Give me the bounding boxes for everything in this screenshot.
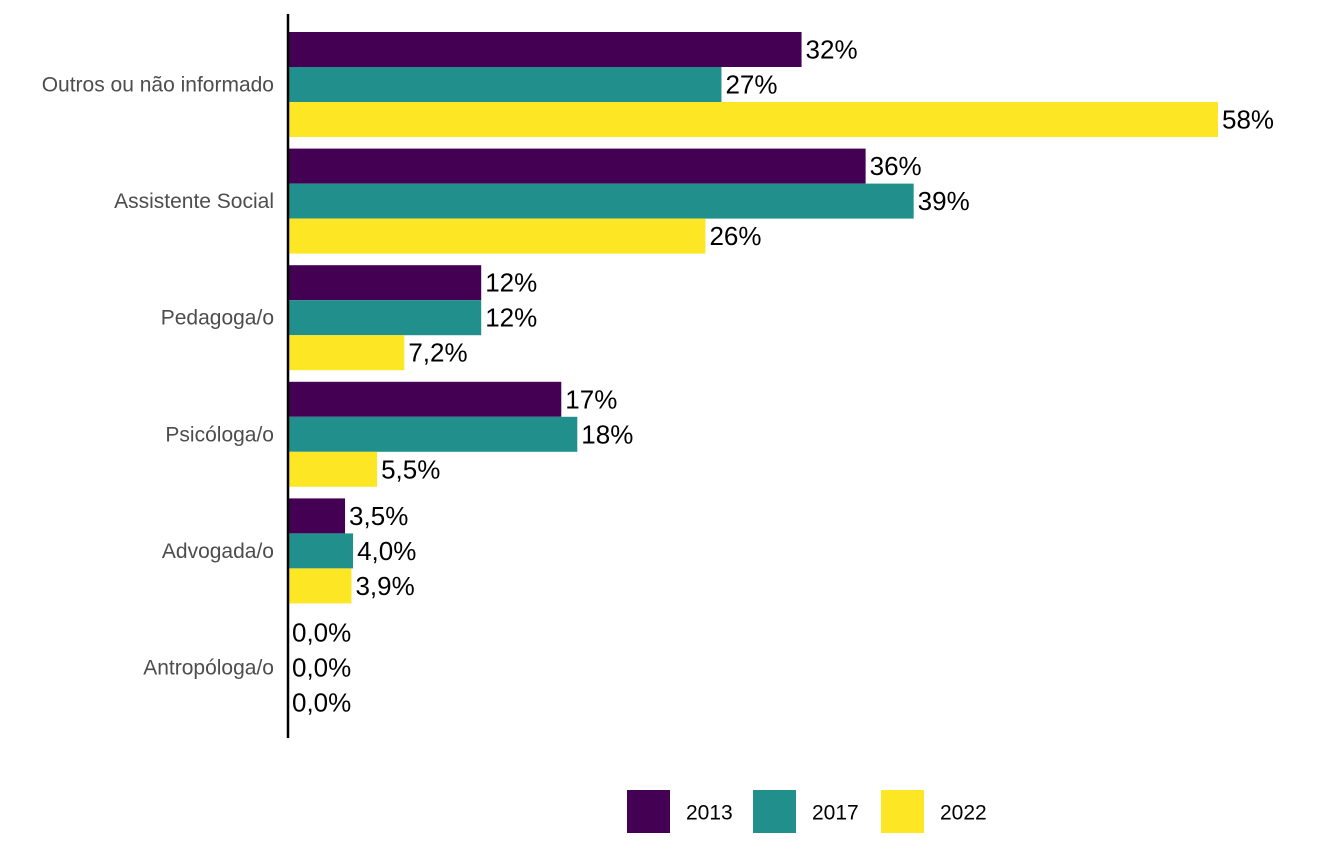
category-labels-layer: Outros ou não informado Assistente Social… [42, 74, 274, 680]
category-label-advogada-o: Advogada/o [162, 540, 274, 563]
bar-psicologa-o-2022 [289, 451, 378, 487]
bar-pedagoga-o-2017 [289, 300, 482, 336]
value-label-advogada-o-2022: 3,9% [355, 571, 414, 601]
category-label-assistente-social: Assistente Social [114, 190, 274, 213]
value-label-pedagoga-o-2017: 12% [485, 303, 537, 333]
bar-assistente-social-2022 [289, 218, 706, 254]
bar-outros-ou-nao-informado-2017 [289, 67, 722, 102]
bar-psicologa-o-2017 [289, 416, 578, 452]
value-label-outros-ou-nao-informado-2017: 27% [725, 70, 777, 100]
bars-layer [289, 32, 1218, 604]
legend-label-2022: 2022 [940, 802, 987, 825]
bar-psicologa-o-2013 [289, 381, 562, 417]
value-label-antropologa-o-2022: 0,0% [292, 688, 351, 718]
bar-outros-ou-nao-informado-2013 [289, 32, 802, 67]
bar-assistente-social-2013 [289, 148, 866, 184]
value-label-psicologa-o-2017: 18% [581, 419, 633, 449]
category-label-outros-ou-nao-informado: Outros ou não informado [42, 74, 274, 97]
value-label-antropologa-o-2013: 0,0% [292, 618, 351, 648]
bar-pedagoga-o-2013 [289, 265, 482, 301]
value-labels-layer: 32% 27% 58% 36% 39% 26% 12% 12% 7,2% 17% 18% 5,5% 3,… [292, 35, 1274, 718]
legend-label-2017: 2017 [812, 802, 859, 825]
legend: 2013 2017 2022 [627, 790, 987, 833]
legend-label-2013: 2013 [686, 802, 733, 825]
category-label-psicologa-o: Psicóloga/o [165, 423, 274, 446]
value-label-pedagoga-o-2022: 7,2% [408, 338, 467, 368]
value-label-assistente-social-2022: 26% [709, 221, 761, 251]
value-label-outros-ou-nao-informado-2013: 32% [806, 35, 858, 65]
value-label-advogada-o-2017: 4,0% [357, 536, 416, 566]
bar-advogada-o-2013 [289, 498, 346, 534]
value-label-psicologa-o-2013: 17% [565, 384, 617, 414]
value-label-advogada-o-2013: 3,5% [349, 501, 408, 531]
category-label-antropologa-o: Antropóloga/o [143, 657, 274, 680]
bar-pedagoga-o-2022 [289, 335, 405, 371]
value-label-psicologa-o-2022: 5,5% [381, 454, 440, 484]
legend-swatch-2017 [753, 790, 796, 833]
value-label-assistente-social-2013: 36% [870, 151, 922, 181]
value-label-pedagoga-o-2013: 12% [485, 268, 537, 298]
legend-swatch-2022 [881, 790, 924, 833]
bar-assistente-social-2017 [289, 183, 914, 219]
bar-advogada-o-2017 [289, 533, 354, 569]
value-label-outros-ou-nao-informado-2022: 58% [1222, 105, 1274, 135]
value-label-antropologa-o-2017: 0,0% [292, 653, 351, 683]
category-label-pedagoga-o: Pedagoga/o [161, 307, 274, 330]
legend-swatch-2013 [627, 790, 670, 833]
bar-outros-ou-nao-informado-2022 [289, 102, 1218, 137]
bar-advogada-o-2022 [289, 568, 352, 604]
value-label-assistente-social-2017: 39% [918, 186, 970, 216]
